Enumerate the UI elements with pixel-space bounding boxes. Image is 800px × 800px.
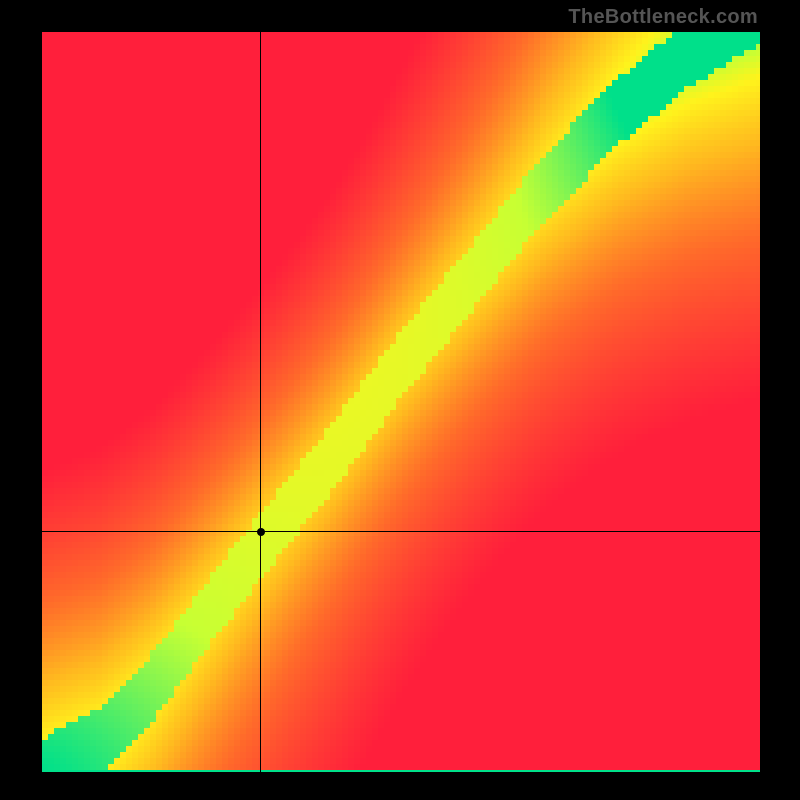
crosshair-vertical: [260, 32, 261, 772]
chart-container: TheBottleneck.com: [0, 0, 800, 800]
bottleneck-heatmap: [42, 32, 760, 772]
crosshair-horizontal: [42, 531, 760, 532]
watermark-text: TheBottleneck.com: [568, 6, 758, 29]
crosshair-marker: [257, 528, 265, 536]
